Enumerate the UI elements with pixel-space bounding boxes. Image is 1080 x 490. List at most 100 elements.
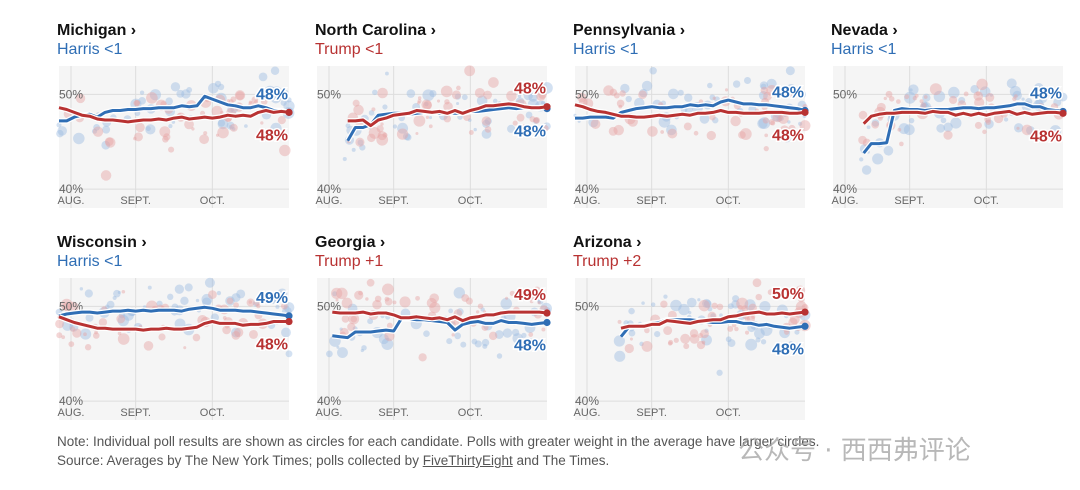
poll-circle	[443, 101, 453, 112]
poll-circle	[98, 318, 108, 327]
poll-circle	[767, 289, 774, 296]
trump-value-label: 48%	[256, 337, 288, 354]
poll-circle	[541, 125, 549, 132]
state-title[interactable]: Nevada ›	[831, 22, 898, 39]
state-title[interactable]: Georgia ›	[315, 234, 386, 251]
poll-circle	[61, 335, 66, 340]
poll-circle	[738, 131, 746, 139]
trump-end-point	[543, 309, 551, 317]
poll-circle	[101, 140, 111, 150]
poll-circle	[216, 290, 222, 296]
poll-circle	[382, 104, 388, 110]
poll-circle	[62, 301, 72, 312]
state-title[interactable]: Wisconsin ›	[57, 234, 147, 251]
poll-circle	[266, 292, 277, 303]
poll-circle	[417, 101, 421, 105]
poll-circle	[355, 137, 365, 147]
poll-circle	[770, 120, 776, 126]
poll-circle	[529, 299, 534, 304]
poll-circle	[226, 99, 231, 103]
poll-circle	[923, 95, 928, 99]
poll-circle	[440, 85, 453, 98]
poll-circle	[730, 115, 741, 127]
x-tick-label: SEPT.	[120, 195, 151, 207]
poll-circle	[424, 101, 429, 107]
poll-circle	[149, 89, 162, 101]
poll-circle	[374, 295, 382, 303]
poll-circle	[670, 299, 682, 312]
state-title[interactable]: North Carolina ›	[315, 22, 436, 39]
chart-panel-wisconsin: Wisconsin › Harris <1 50% 40% AUG. SEPT. OCT…	[55, 234, 297, 434]
poll-circle	[649, 67, 657, 75]
poll-circle	[381, 338, 394, 350]
poll-circle	[55, 319, 64, 329]
poll-circle	[481, 128, 492, 139]
poll-circle	[253, 300, 261, 307]
poll-circle	[139, 90, 145, 95]
poll-circle	[743, 76, 752, 85]
poll-circle	[283, 297, 287, 301]
poll-circle	[68, 341, 75, 348]
poll-circle	[372, 89, 378, 96]
poll-circle	[619, 90, 626, 97]
leader-label: Trump <1	[315, 41, 384, 58]
poll-circle	[104, 137, 114, 146]
poll-circle	[744, 299, 756, 311]
poll-circle	[537, 301, 541, 305]
poll-circle	[482, 119, 491, 128]
poll-circle	[399, 296, 411, 308]
y-tick-label: 50%	[575, 299, 599, 313]
poll-circle	[443, 114, 451, 123]
poll-circle	[543, 122, 551, 130]
poll-circle	[699, 113, 710, 124]
poll-circle	[341, 297, 353, 309]
state-title[interactable]: Michigan ›	[57, 22, 137, 39]
poll-circle	[467, 118, 472, 122]
poll-circle	[280, 302, 288, 310]
poll-circle	[156, 300, 163, 307]
poll-circle	[795, 285, 806, 296]
leader-label: Harris <1	[57, 253, 123, 270]
poll-chart: 50% 40%AUG. SEPT. OCT. 48% 48%	[316, 65, 553, 208]
y-tick-label: 40%	[59, 394, 83, 408]
poll-circle	[654, 330, 661, 338]
poll-circle	[402, 132, 411, 141]
poll-circle	[248, 100, 253, 104]
poll-circle	[976, 78, 988, 91]
poll-circle	[454, 93, 462, 100]
poll-circle	[446, 338, 453, 345]
poll-circle	[461, 294, 470, 302]
poll-circle	[949, 95, 958, 105]
poll-circle	[732, 295, 740, 303]
poll-circle	[616, 99, 625, 108]
trump-end-point	[285, 317, 293, 326]
harris-average-line	[862, 102, 1064, 155]
leader-label: Harris <1	[57, 41, 123, 58]
poll-circle	[798, 121, 803, 126]
poll-circle	[484, 126, 492, 133]
poll-circle	[866, 125, 871, 130]
poll-circle	[751, 314, 756, 319]
state-title[interactable]: Pennsylvania ›	[573, 22, 686, 39]
poll-circle	[481, 338, 490, 347]
harris-average-line	[332, 317, 548, 340]
trump-value-label: 48%	[1030, 128, 1062, 145]
poll-circle	[638, 90, 647, 100]
poll-circle	[217, 119, 226, 127]
poll-circle	[474, 340, 482, 348]
poll-circle	[512, 120, 518, 126]
poll-circle	[145, 126, 151, 132]
poll-circle	[1055, 90, 1059, 95]
poll-circle	[943, 122, 953, 132]
poll-circle	[667, 341, 673, 346]
state-title[interactable]: Arizona ›	[573, 234, 642, 251]
poll-circle	[192, 333, 201, 342]
poll-circle	[404, 133, 412, 141]
source-link[interactable]: FiveThirtyEight	[422, 453, 513, 468]
poll-circle	[471, 338, 478, 345]
poll-circle	[608, 126, 618, 136]
poll-circle	[492, 98, 498, 104]
poll-circle	[444, 99, 450, 105]
x-tick-label: SEPT.	[636, 195, 667, 207]
poll-circle	[701, 340, 706, 345]
